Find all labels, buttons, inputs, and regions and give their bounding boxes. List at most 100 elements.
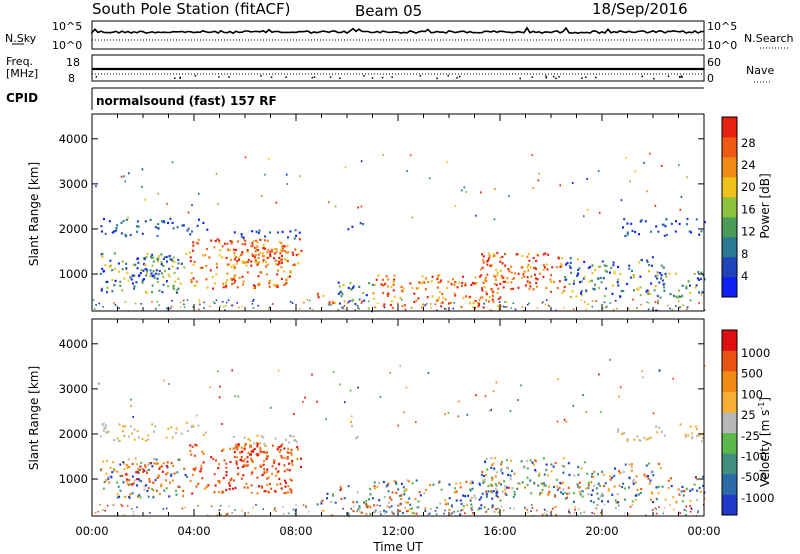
- echo-cell: [625, 156, 627, 159]
- echo-cell: [473, 282, 475, 285]
- echo-cell: [316, 503, 319, 506]
- echo-cell: [108, 266, 111, 269]
- echo-cell: [242, 260, 245, 263]
- echo-cell: [685, 487, 688, 490]
- echo-cell: [534, 460, 537, 463]
- echo-cell: [169, 217, 172, 220]
- nave-dot: [545, 75, 547, 77]
- echo-cell: [527, 252, 530, 256]
- echo-cell: [663, 289, 666, 292]
- echo-cell: [509, 474, 512, 477]
- echo-cell: [133, 479, 136, 482]
- echo-cell: [382, 480, 385, 484]
- echo-cell: [493, 274, 496, 277]
- echo-cell: [146, 471, 148, 474]
- colorbar-swatch: [722, 330, 737, 351]
- echo-cell: [161, 465, 163, 468]
- echo-cell: [568, 492, 571, 495]
- x-tick-label: 20:00: [585, 524, 618, 538]
- echo-cell: [124, 235, 127, 238]
- echo-cell: [593, 288, 596, 291]
- echo-cell: [576, 483, 579, 486]
- echo-cell: [135, 471, 138, 474]
- echo-cell: [612, 264, 615, 267]
- echo-cell: [326, 497, 328, 500]
- echo-cell: [153, 457, 156, 460]
- echo-cell: [222, 476, 225, 480]
- echo-cell: [485, 291, 488, 294]
- echo-cell: [418, 506, 421, 509]
- echo-cell: [216, 238, 219, 241]
- echo-cell: [498, 301, 501, 303]
- echo-cell: [659, 467, 662, 470]
- echo-cell: [479, 296, 482, 299]
- echo-cell: [198, 218, 200, 221]
- echo-cell: [482, 259, 485, 262]
- echo-cell: [568, 511, 570, 514]
- echo-cell: [257, 256, 260, 259]
- echo-cell: [212, 301, 215, 303]
- echo-cell: [162, 283, 165, 286]
- echo-cell: [527, 269, 530, 272]
- echo-cell: [391, 512, 394, 515]
- echo-cell: [225, 301, 228, 304]
- echo-cell: [660, 264, 663, 267]
- echo-cell: [173, 472, 176, 475]
- echo-cell: [675, 295, 678, 298]
- echo-cell: [521, 254, 524, 258]
- echo-cell: [400, 498, 403, 501]
- echo-cell: [356, 304, 359, 307]
- echo-cell: [171, 221, 174, 224]
- echo-cell: [587, 493, 590, 496]
- echo-cell: [508, 270, 511, 273]
- echo-cell: [158, 475, 161, 478]
- echo-cell: [358, 285, 361, 288]
- echo-cell: [620, 289, 623, 293]
- echo-cell: [420, 282, 423, 285]
- echo-cell: [596, 504, 599, 506]
- echo-cell: [488, 300, 491, 303]
- echo-cell: [174, 431, 177, 435]
- echo-cell: [391, 306, 394, 309]
- echo-cell: [236, 286, 239, 289]
- echo-cell: [455, 482, 458, 485]
- echo-cell: [246, 456, 249, 459]
- colorbar-tick-label: 8: [741, 247, 748, 261]
- echo-cell: [488, 257, 491, 260]
- echo-cell: [392, 281, 395, 284]
- echo-cell: [603, 504, 606, 506]
- echo-cell: [243, 464, 246, 467]
- echo-cell: [701, 291, 704, 294]
- echo-cell: [102, 487, 105, 490]
- echo-cell: [141, 185, 143, 188]
- echo-cell: [678, 295, 681, 298]
- echo-cell: [451, 512, 453, 514]
- echo-cell: [372, 292, 375, 295]
- echo-cell: [289, 270, 292, 273]
- x-tick-label: 08:00: [279, 524, 312, 538]
- echo-cell: [590, 493, 593, 496]
- echo-cell: [163, 489, 166, 492]
- echo-cell: [640, 303, 642, 306]
- echo-cell: [454, 204, 456, 207]
- echo-cell: [350, 507, 353, 510]
- echo-cell: [448, 508, 451, 512]
- echo-cell: [689, 505, 691, 507]
- echo-cell: [225, 466, 228, 469]
- echo-cell: [112, 504, 115, 506]
- echo-cell: [532, 186, 535, 189]
- echo-cell: [246, 460, 249, 463]
- echo-cell: [275, 285, 278, 288]
- echo-cell: [422, 306, 424, 309]
- echo-cell: [431, 275, 434, 278]
- echo-cell: [494, 188, 496, 191]
- echo-cell: [601, 500, 604, 503]
- echo-cell: [213, 473, 216, 476]
- echo-cell: [377, 274, 380, 277]
- echo-cell: [566, 262, 569, 265]
- echo-cell: [155, 462, 158, 465]
- echo-cell: [568, 473, 571, 476]
- echo-cell: [497, 511, 499, 514]
- echo-cell: [145, 484, 148, 487]
- echo-cell: [221, 245, 224, 248]
